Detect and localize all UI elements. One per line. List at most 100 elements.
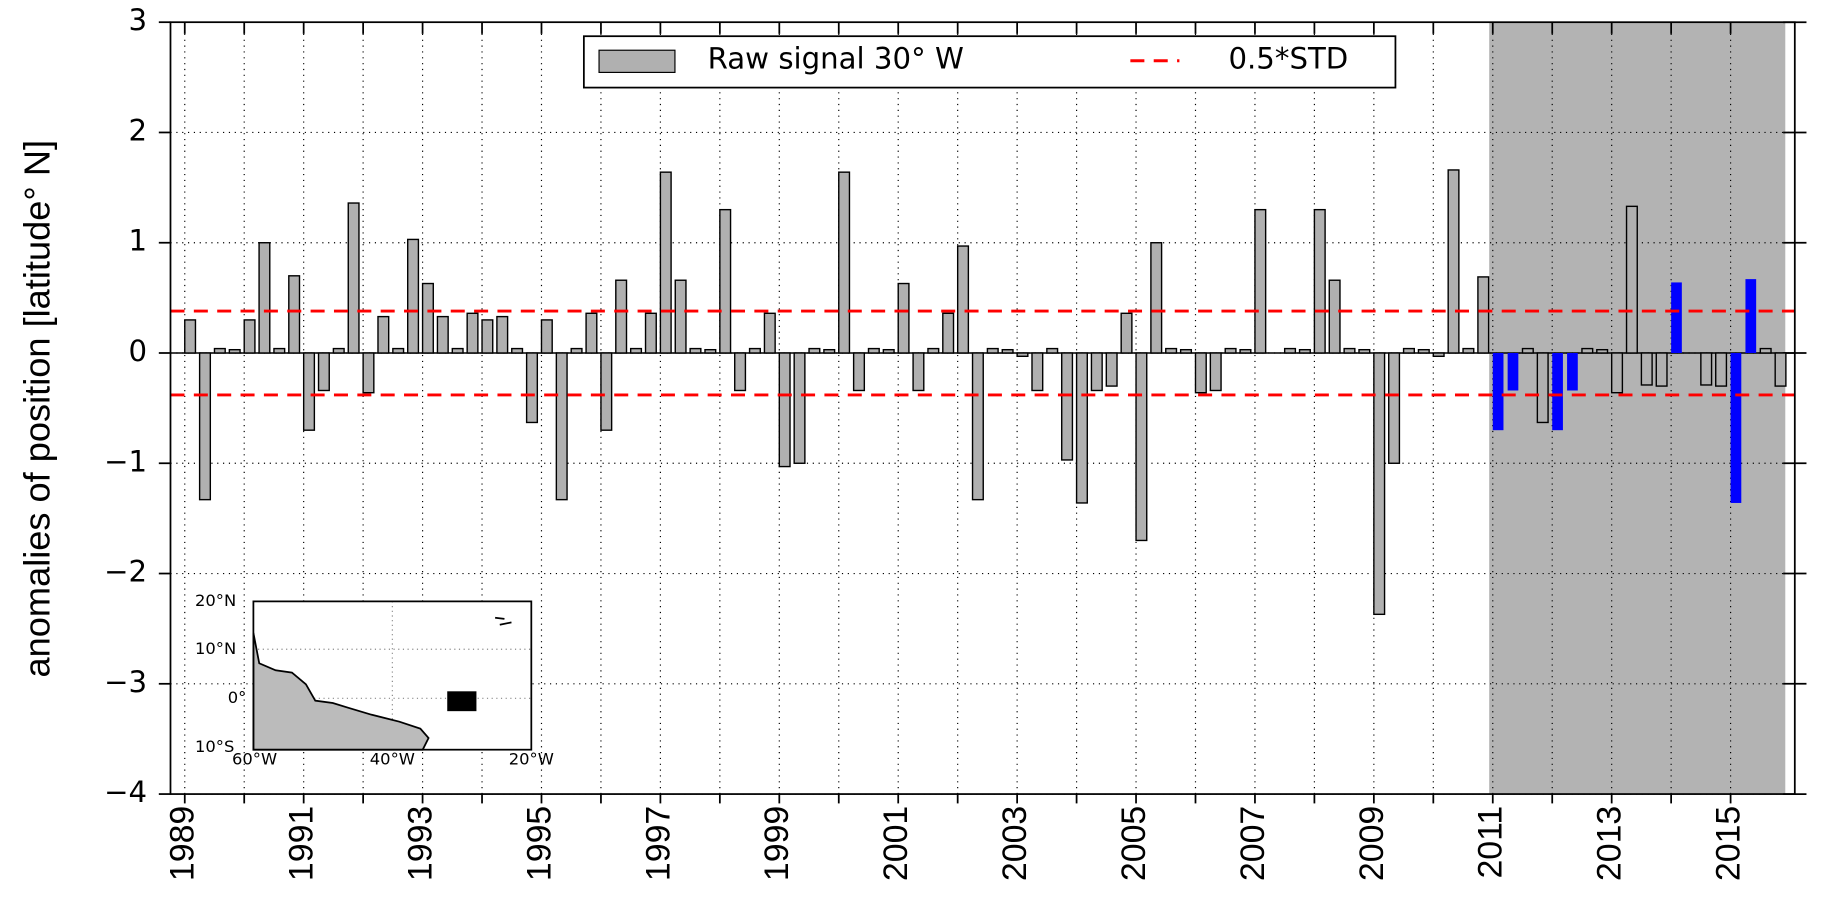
bar <box>273 347 286 354</box>
bar <box>511 347 524 354</box>
bar <box>1298 348 1311 354</box>
bar <box>1417 348 1430 354</box>
bar <box>451 347 464 354</box>
bar <box>1700 352 1713 386</box>
x-tick-label: 2009 <box>1353 806 1391 881</box>
y-tick-label: −4 <box>104 775 147 809</box>
bar <box>600 352 613 431</box>
inset-y-label: 10°N <box>195 639 236 658</box>
bar <box>1194 352 1207 394</box>
bar <box>1046 347 1059 354</box>
bar <box>421 282 434 354</box>
bar <box>1402 347 1415 354</box>
bar <box>1016 352 1029 358</box>
bar <box>407 238 420 354</box>
bar <box>377 315 390 354</box>
inset-map: 20°N 10°N 0° 10°S 60°W 40°W 20°W <box>195 591 554 769</box>
bar <box>1150 242 1163 354</box>
bar <box>852 352 866 392</box>
bar <box>258 242 271 354</box>
bar <box>615 279 628 354</box>
bar <box>674 279 687 354</box>
bar <box>1671 282 1682 353</box>
legend-box <box>582 35 1397 89</box>
bar <box>1581 347 1594 354</box>
bar <box>302 352 316 431</box>
bar <box>1105 352 1118 387</box>
bar <box>1179 348 1193 354</box>
y-tick-label: 1 <box>129 224 148 258</box>
y-axis-label: anomalies of position [latitude° N] <box>16 140 57 677</box>
x-tick-label: 1997 <box>639 806 677 881</box>
plot-area <box>158 21 1807 804</box>
bar <box>1759 347 1772 354</box>
bar <box>1774 352 1787 387</box>
bar <box>1640 352 1653 386</box>
inset-land <box>252 632 430 751</box>
bar <box>1567 352 1578 391</box>
y-tick-label: 0 <box>129 334 148 368</box>
bar <box>793 352 806 464</box>
bar <box>1373 352 1386 616</box>
bar <box>1001 348 1014 354</box>
bar <box>1447 169 1460 354</box>
inset-region <box>447 691 477 712</box>
x-tick-label: 2015 <box>1710 806 1748 881</box>
bar <box>1552 352 1563 431</box>
x-tick-label: 1993 <box>402 806 440 881</box>
x-tick-label: 2001 <box>877 806 915 881</box>
bar <box>347 202 360 354</box>
bar <box>644 312 657 354</box>
bar <box>1462 347 1475 354</box>
bar <box>659 171 672 354</box>
bar <box>1655 352 1668 387</box>
legend-swatch <box>598 49 676 73</box>
bar <box>808 347 821 354</box>
bar <box>184 319 197 354</box>
x-tick-label: 1999 <box>758 806 796 881</box>
bar <box>496 315 509 354</box>
bar <box>466 312 479 354</box>
inset-y-label: 20°N <box>195 591 236 610</box>
y-tick-label: −2 <box>104 555 147 589</box>
bar <box>867 347 880 354</box>
bar <box>912 352 925 392</box>
bar <box>1388 352 1401 464</box>
bar <box>1120 312 1133 354</box>
inset-y-label: 0° <box>228 688 247 707</box>
x-tick-label: 2003 <box>996 806 1034 881</box>
bar <box>1477 276 1490 354</box>
bar <box>1283 347 1297 354</box>
bar <box>719 208 732 354</box>
bar <box>1061 352 1074 461</box>
bar <box>540 319 553 354</box>
bar <box>213 347 226 354</box>
bar <box>1224 347 1237 354</box>
bar <box>332 347 345 354</box>
bar <box>629 347 643 354</box>
x-tick-label: 1995 <box>520 806 558 881</box>
bar <box>1745 279 1757 353</box>
inset-y-label: 10°S <box>195 737 234 756</box>
bar <box>1521 347 1534 354</box>
bar <box>1165 347 1178 354</box>
bar <box>1075 352 1088 504</box>
bar <box>882 348 895 354</box>
bar <box>1328 279 1341 354</box>
inset-x-label: 60°W <box>232 750 277 769</box>
bar <box>436 315 449 354</box>
legend-label: Raw signal 30° W <box>708 42 964 76</box>
x-tick-label: 2005 <box>1115 806 1153 881</box>
inset-x-label: 40°W <box>370 750 415 769</box>
bar <box>1254 208 1267 354</box>
bar <box>838 171 851 354</box>
bar <box>392 347 405 354</box>
bar <box>763 312 776 354</box>
bar <box>1239 348 1252 354</box>
bar <box>1343 347 1356 354</box>
bar <box>704 348 717 354</box>
x-tick-label: 1991 <box>283 806 321 881</box>
y-tick-label: 3 <box>129 3 148 37</box>
